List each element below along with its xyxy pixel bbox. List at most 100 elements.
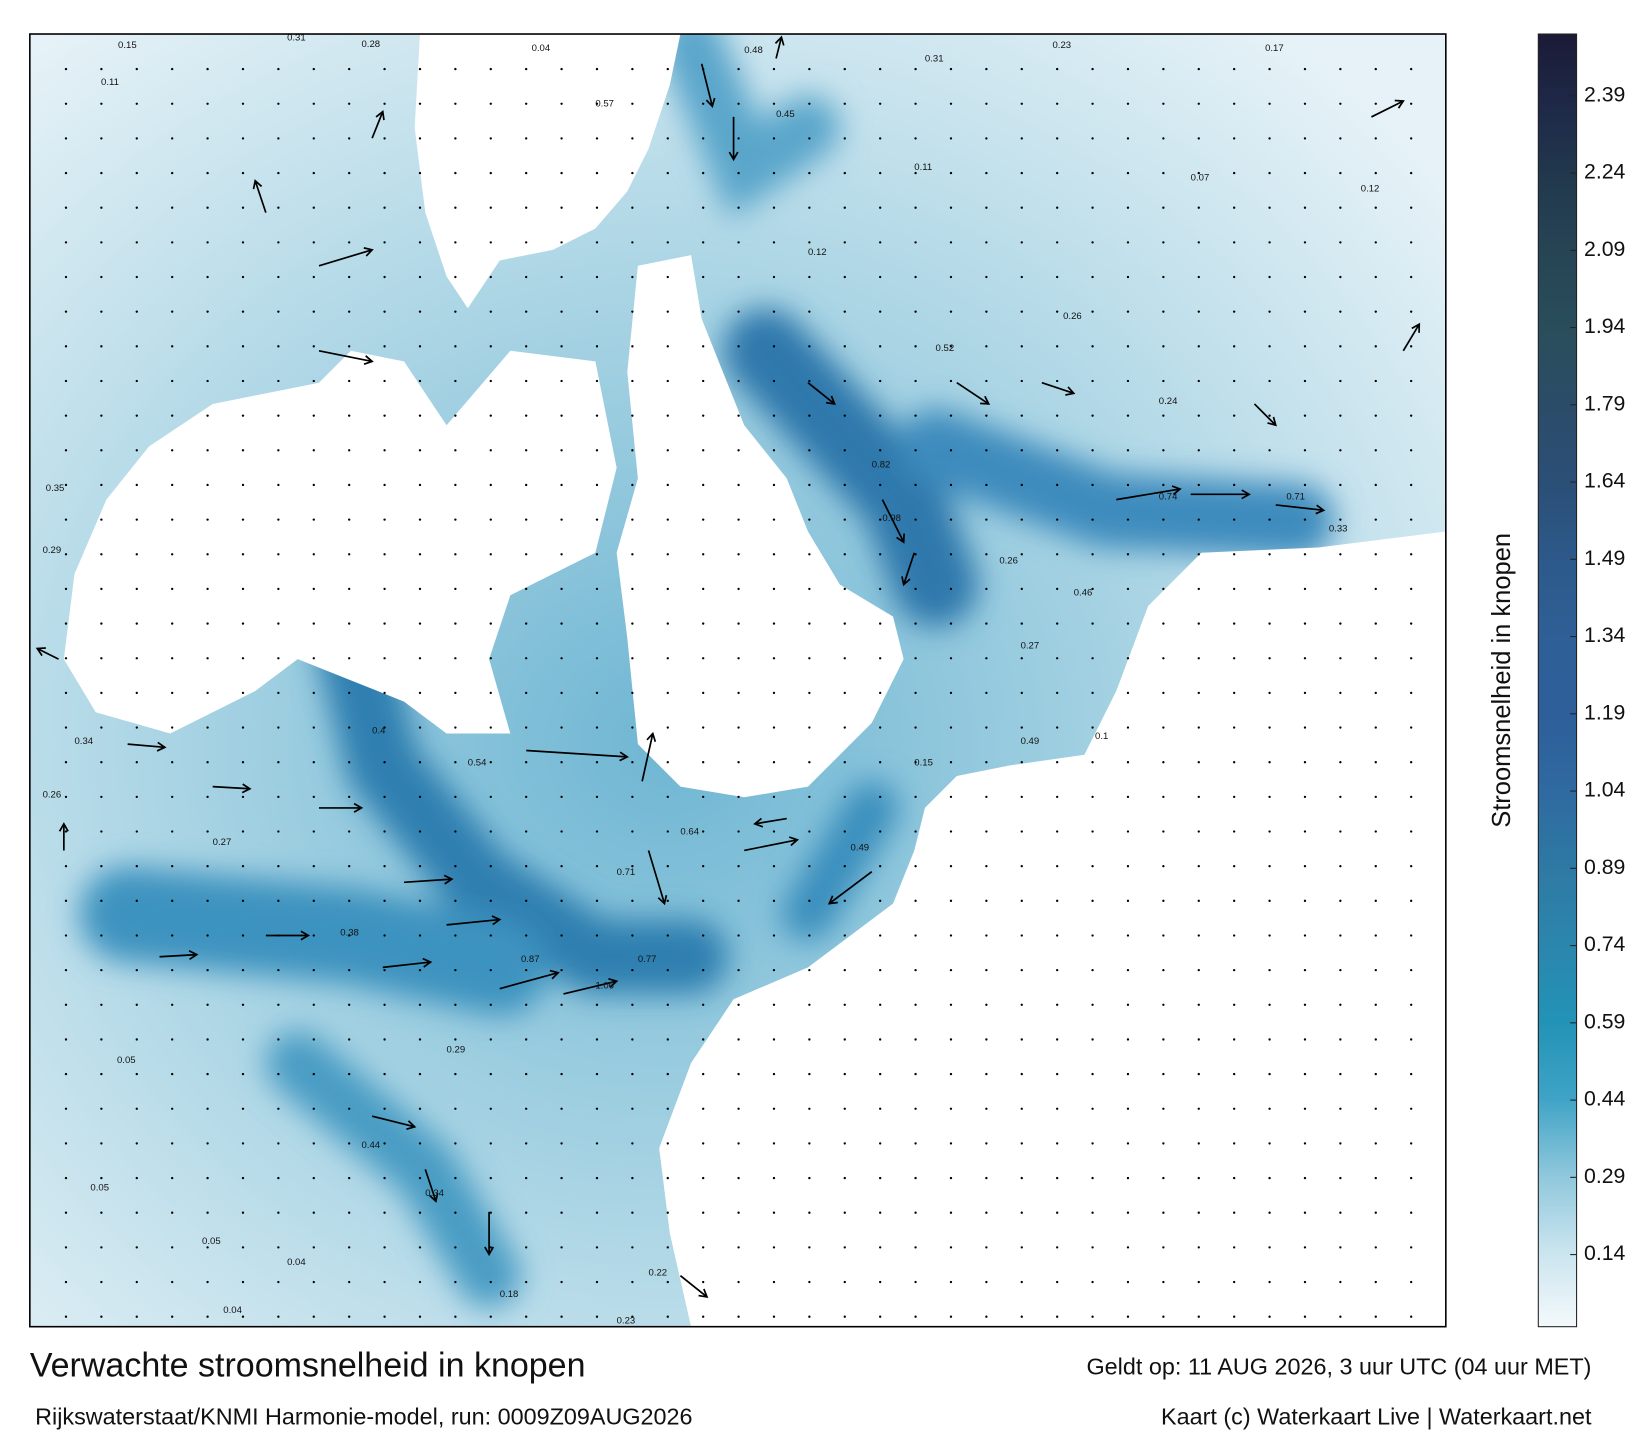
grid-dot (1091, 449, 1094, 452)
grid-dot (772, 968, 776, 972)
grid-dot (985, 934, 988, 937)
grid-dot (595, 622, 599, 625)
grid-dot (1232, 1246, 1236, 1249)
grid-dot (702, 968, 705, 972)
grid-dot (1091, 241, 1094, 244)
grid-dot (1409, 241, 1413, 244)
grid-dot (1339, 587, 1342, 591)
grid-dot (1091, 310, 1094, 313)
grid-dot (1374, 1280, 1377, 1284)
grid-dot (843, 1038, 846, 1041)
grid-dot (808, 1315, 811, 1318)
grid-dot (1126, 1211, 1130, 1214)
grid-dot (808, 1280, 811, 1284)
grid-dot (1409, 1211, 1413, 1214)
grid-dot (206, 726, 209, 729)
grid-dot (879, 1315, 882, 1318)
grid-dot (348, 761, 351, 764)
grid-dot (1162, 968, 1165, 972)
grid-dot (985, 102, 988, 105)
grid-dot (1409, 587, 1413, 591)
grid-dot (1374, 345, 1377, 348)
grid-dot (914, 241, 917, 244)
grid-dot (100, 1246, 103, 1249)
grid-dot (1268, 414, 1271, 417)
grid-dot (312, 761, 315, 764)
grid-dot (454, 1072, 457, 1076)
grid-dot (1374, 795, 1377, 799)
grid-dot (949, 1211, 953, 1214)
grid-dot (312, 483, 315, 487)
grid-dot (879, 622, 882, 625)
grid-dot (1268, 657, 1271, 660)
grid-dot (1303, 345, 1307, 348)
speed-label: 0.87 (521, 954, 540, 965)
colorbar-tick-label: 0.59 (1584, 1009, 1625, 1033)
grid-dot (277, 761, 280, 764)
grid-dot (1091, 1176, 1094, 1180)
grid-dot (985, 1315, 988, 1318)
grid-dot (1126, 102, 1130, 105)
grid-dot (1409, 1003, 1413, 1006)
grid-dot (666, 968, 669, 972)
grid-dot (1268, 1107, 1271, 1110)
grid-dot (418, 587, 422, 591)
grid-dot (631, 1280, 634, 1284)
grid-dot (348, 137, 351, 140)
grid-dot (383, 761, 386, 764)
grid-dot (1339, 102, 1342, 105)
grid-dot (1091, 483, 1094, 487)
grid-dot (560, 1176, 563, 1180)
grid-dot (1268, 934, 1271, 937)
grid-dot (1339, 414, 1342, 417)
grid-dot (1162, 657, 1165, 660)
grid-dot (1409, 345, 1413, 348)
grid-dot (135, 449, 138, 452)
grid-dot (418, 67, 422, 71)
grid-dot (241, 414, 245, 417)
grid-dot (100, 449, 103, 452)
grid-dot (772, 137, 776, 140)
grid-dot (241, 102, 245, 105)
grid-dot (454, 449, 457, 452)
grid-dot (702, 899, 705, 902)
grid-dot (348, 657, 351, 660)
grid-dot (383, 414, 386, 417)
grid-dot (843, 414, 846, 417)
grid-dot (808, 483, 811, 487)
grid-dot (666, 137, 669, 140)
grid-dot (949, 1038, 953, 1041)
grid-dot (206, 171, 209, 175)
grid-dot (100, 1315, 103, 1318)
grid-dot (312, 1280, 315, 1284)
grid-dot (702, 1315, 705, 1318)
grid-dot (277, 1107, 280, 1110)
grid-dot (489, 726, 492, 729)
grid-dot (1339, 761, 1342, 764)
grid-dot (843, 345, 846, 348)
grid-dot (312, 206, 315, 209)
grid-dot (1268, 67, 1271, 71)
grid-dot (843, 1107, 846, 1110)
grid-dot (879, 587, 882, 591)
grid-dot (808, 761, 811, 764)
grid-dot (135, 414, 138, 417)
grid-dot (312, 518, 315, 521)
colorbar-label: Stroomsnelheid in knopen (1488, 533, 1516, 828)
grid-dot (1303, 1107, 1307, 1110)
grid-dot (206, 414, 209, 417)
grid-dot (1020, 310, 1023, 313)
grid-dot (772, 830, 776, 833)
grid-dot (1126, 379, 1130, 383)
grid-dot (595, 587, 599, 591)
grid-dot (914, 518, 917, 521)
grid-dot (1020, 137, 1023, 140)
grid-dot (1303, 67, 1307, 71)
grid-dot (808, 414, 811, 417)
grid-dot (985, 171, 988, 175)
current-arrow (1402, 322, 1421, 352)
grid-dot (383, 1072, 386, 1076)
current-arrow (526, 749, 629, 762)
grid-dot (312, 171, 315, 175)
grid-dot (843, 934, 846, 937)
